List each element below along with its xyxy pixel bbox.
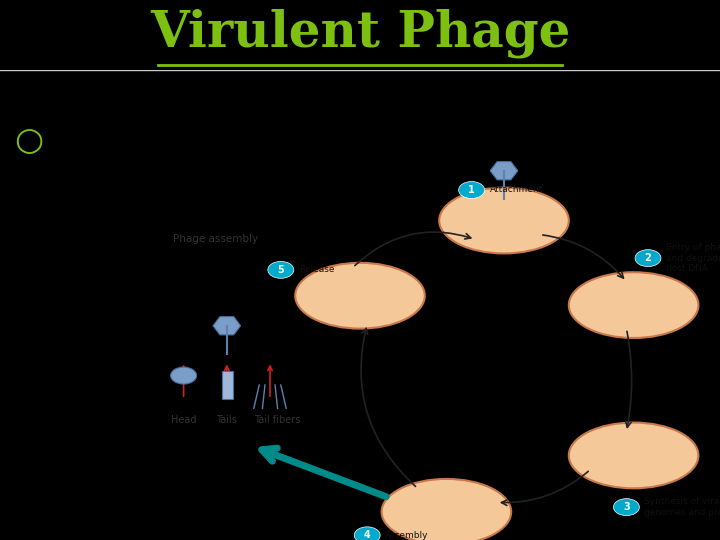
Text: 1: 1 [468, 185, 475, 195]
Ellipse shape [439, 187, 569, 253]
Circle shape [171, 367, 197, 384]
Text: Synthesis of viral
genomes and proteins: Synthesis of viral genomes and proteins [644, 497, 720, 517]
Text: host cell.: host cell. [58, 172, 217, 203]
Ellipse shape [295, 263, 425, 328]
Text: Phage assembly: Phage assembly [174, 234, 258, 244]
Text: Virulent Phage: Virulent Phage [150, 9, 570, 58]
FancyBboxPatch shape [222, 371, 233, 399]
Text: Release: Release [299, 265, 334, 274]
Text: Attachment: Attachment [490, 186, 543, 194]
Text: Head: Head [171, 415, 197, 424]
Text: ○: ○ [14, 125, 43, 157]
Ellipse shape [569, 272, 698, 338]
Circle shape [635, 249, 661, 267]
Circle shape [268, 261, 294, 278]
Polygon shape [490, 161, 518, 180]
Text: Assembly: Assembly [385, 531, 428, 540]
Text: Tails: Tails [217, 415, 237, 424]
Text: 2: 2 [644, 253, 652, 263]
Text: Entry of phage DNA
and degradation of
host DNA: Entry of phage DNA and degradation of ho… [666, 243, 720, 273]
Circle shape [613, 498, 639, 516]
Polygon shape [213, 316, 240, 335]
Circle shape [459, 181, 485, 199]
Ellipse shape [382, 479, 511, 540]
Text: 4: 4 [364, 530, 371, 540]
Text: 3: 3 [623, 502, 630, 512]
Ellipse shape [569, 422, 698, 488]
Text: 5: 5 [277, 265, 284, 275]
Text: Tail fibers: Tail fibers [254, 415, 300, 424]
Text: A bacteriophage that causes the lysis of the: A bacteriophage that causes the lysis of… [58, 120, 720, 152]
Circle shape [354, 527, 380, 540]
